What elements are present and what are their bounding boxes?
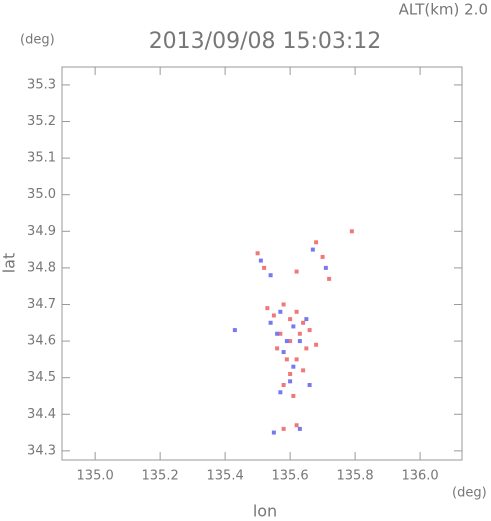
x-unit: (deg) [452, 486, 487, 501]
altitude-label: ALT(km) 2.0 [399, 1, 488, 19]
echo-cell [275, 346, 280, 351]
echo-cell [294, 423, 299, 428]
echo-cell [262, 265, 267, 270]
echo-cell [288, 372, 293, 377]
echo-cell [271, 313, 276, 318]
echo-cell [301, 320, 306, 325]
x-tick-label: 135.2 [142, 469, 179, 484]
y-tick-label: 35.0 [27, 187, 56, 202]
echo-cell [291, 393, 296, 398]
y-tick-label: 34.9 [27, 224, 56, 239]
echo-cell [349, 229, 354, 234]
echo-cell [304, 317, 309, 322]
echo-cell [278, 390, 283, 395]
x-tick-label: 135.0 [77, 469, 114, 484]
echo-cell [310, 247, 315, 252]
x-axis-label: lon [253, 502, 277, 521]
echo-cell [268, 320, 273, 325]
echo-cell [284, 339, 289, 344]
echo-cell [288, 339, 293, 344]
echo-cell [297, 331, 302, 336]
y-unit: (deg) [20, 33, 55, 48]
echo-cell [271, 430, 276, 435]
echo-cell [323, 265, 328, 270]
y-tick-label: 34.7 [27, 297, 56, 312]
echo-cell [268, 273, 273, 278]
echo-cell [291, 324, 296, 329]
y-tick-label: 34.8 [27, 260, 56, 275]
echo-cell [281, 350, 286, 355]
echo-cell [281, 302, 286, 307]
echo-cell [278, 309, 283, 314]
echo-cell [307, 382, 312, 387]
y-axis-label: lat [0, 253, 19, 274]
y-tick-label: 34.3 [27, 443, 56, 458]
echo-cell [294, 269, 299, 274]
echo-cell [294, 309, 299, 314]
plot-frame [61, 66, 463, 461]
echo-cell [281, 382, 286, 387]
echo-cell [297, 426, 302, 431]
echo-cell [265, 306, 270, 311]
x-tick-label: 136.0 [401, 469, 438, 484]
echo-cell [284, 357, 289, 362]
echo-cell [278, 331, 283, 336]
y-tick-label: 34.5 [27, 370, 56, 385]
echo-cell [281, 426, 286, 431]
echo-cell [291, 364, 296, 369]
y-tick-label: 34.4 [27, 407, 56, 422]
echo-cell [304, 346, 309, 351]
echo-cell [314, 342, 319, 347]
y-tick-label: 35.3 [27, 77, 56, 92]
echo-cell [314, 240, 319, 245]
echo-cell [307, 328, 312, 333]
echo-cell [327, 276, 332, 281]
y-tick-label: 35.2 [27, 114, 56, 129]
echo-cell [288, 379, 293, 384]
x-tick-label: 135.6 [271, 469, 308, 484]
y-tick-label: 35.1 [27, 151, 56, 166]
echo-cell [255, 251, 260, 256]
echo-cell [320, 254, 325, 259]
echo-cell [275, 331, 280, 336]
y-tick-label: 34.6 [27, 334, 56, 349]
chart-title: 2013/09/08 15:03:12 [149, 29, 382, 54]
x-tick-label: 135.8 [336, 469, 373, 484]
x-tick-label: 135.4 [207, 469, 244, 484]
echo-cell [301, 368, 306, 373]
echo-cell [232, 328, 237, 333]
echo-cell [258, 258, 263, 263]
echo-cell [297, 339, 302, 344]
echo-cell [288, 317, 293, 322]
echo-cell [294, 357, 299, 362]
